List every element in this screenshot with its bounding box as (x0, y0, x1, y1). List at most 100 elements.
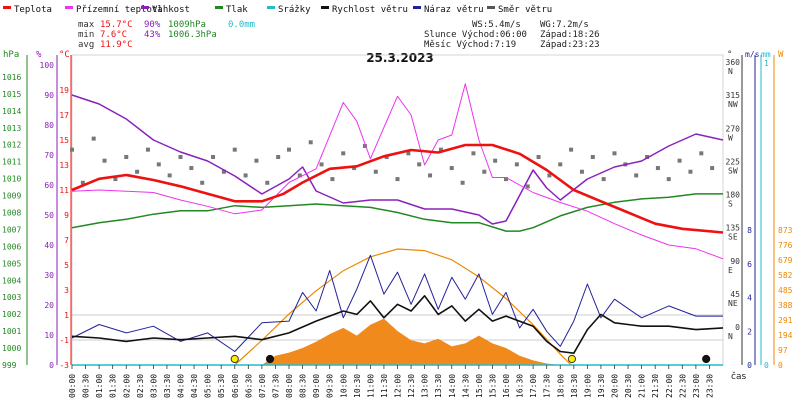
left-axes: hPa% °C9991000100110021003100410051006100… (2, 50, 72, 370)
plot-area (70, 54, 724, 366)
x-tick-label: 17:30 (543, 374, 552, 398)
legend-swatch (215, 6, 223, 9)
x-tick-label: 22:00 (665, 374, 674, 398)
wind-direction-point (91, 136, 96, 141)
pressure-tick-label: 1009 (2, 192, 21, 201)
x-tick-label: 09:30 (326, 374, 335, 398)
solar-tick-label: 194 (778, 331, 793, 340)
legend-swatch (413, 6, 421, 9)
legend-swatch (65, 6, 73, 9)
temperature-tick-label: -3 (59, 361, 69, 370)
temperature-axis-unit: °C (59, 50, 70, 60)
humidity-tick-label: 50 (44, 211, 54, 220)
direction-tick-label: 180 (726, 191, 741, 200)
legend-label: Rychlost větru (332, 5, 408, 15)
temperature-tick-label: 5 (64, 261, 69, 270)
legend-label: Tlak (226, 5, 248, 15)
legend-label: Vlhkost (152, 5, 190, 15)
wind-tick-label: 6 (747, 260, 752, 269)
solar-tick-label: 291 (778, 316, 793, 325)
wind-direction-point (428, 173, 433, 178)
x-tick-label: 22:30 (678, 374, 687, 398)
wind-direction-point (493, 158, 498, 163)
wind-direction-point (189, 166, 194, 171)
x-tick-label: 07:00 (258, 374, 267, 398)
wind-direction-point (80, 180, 85, 185)
wind-direction-point (547, 173, 552, 178)
x-tick-label: 04:00 (177, 374, 186, 398)
wind-direction-point (655, 166, 660, 171)
solar-tick-label: 388 (778, 301, 793, 310)
wind-direction-point (319, 162, 324, 167)
wind-direction-point (232, 147, 237, 152)
legend-swatch (487, 6, 495, 9)
humidity-tick-label: 100 (40, 61, 55, 70)
direction-tick-label: 225 (726, 157, 741, 166)
temperature-tick-label: 1 (64, 311, 69, 320)
pressure-tick-label: 1013 (2, 124, 21, 133)
solar-radiation-area (261, 318, 561, 365)
humidity-tick-label: 70 (44, 151, 54, 160)
wind-tick-label: 2 (747, 327, 752, 336)
wind-axis-unit: m/s (745, 50, 760, 59)
wind-direction-point (504, 177, 508, 182)
wind-direction-point (156, 162, 161, 167)
series-line-vlhkost (71, 94, 724, 225)
x-tick-label: 13:30 (434, 374, 443, 398)
chart-title: 25.3.2023 (366, 51, 434, 65)
wind-direction-point (699, 151, 704, 156)
humidity-tick-label: 30 (44, 271, 54, 280)
x-tick-label: 19:00 (583, 374, 592, 398)
temperature-tick-label: 17 (59, 111, 69, 120)
info-wg: WG:7.2m/s (540, 20, 589, 30)
temperature-tick-label: 3 (64, 286, 69, 295)
direction-compass-label: SW (728, 166, 738, 175)
wind-tick-label: 8 (747, 226, 752, 235)
stat-min-press: 1006.3hPa (168, 30, 217, 40)
solar-tick-label: 679 (778, 256, 793, 265)
direction-tick-label: 0 (735, 323, 740, 332)
info-ws: WS:5.4m/s (472, 20, 521, 30)
pressure-tick-label: 1004 (2, 276, 21, 285)
humidity-tick-label: 40 (44, 241, 54, 250)
stat-avg-label: avg (78, 40, 94, 50)
wind-direction-point (417, 162, 422, 167)
wind-direction-point (449, 166, 454, 171)
wind-direction-point (569, 147, 574, 152)
x-tick-label: 21:30 (651, 374, 660, 398)
direction-axis-unit: ° (727, 50, 732, 60)
wind-direction-point (135, 169, 140, 174)
legend-label: Náraz větru (424, 5, 484, 15)
temperature-tick-label: 9 (64, 211, 69, 220)
pressure-tick-label: 1005 (2, 259, 21, 268)
pressure-tick-label: 1016 (2, 73, 21, 82)
x-tick-label: 00:30 (82, 374, 91, 398)
rain-tick-label: 0 (764, 361, 769, 370)
stat-min-temp: 7.6°C (100, 30, 127, 40)
series-line-p-zemn-teplota (71, 83, 724, 260)
x-tick-label: 12:00 (394, 374, 403, 398)
moonrise-marker (265, 354, 275, 364)
rain-tick-label: 1 (764, 59, 769, 68)
legend-label: Srážky (278, 5, 311, 15)
series-line-rychlost-v-tru (71, 295, 724, 354)
pressure-tick-label: 1015 (2, 90, 21, 99)
x-tick-label: 23:00 (692, 374, 701, 398)
wind-direction-point (178, 155, 183, 160)
wind-direction-point (645, 155, 650, 160)
x-tick-label: 06:30 (244, 374, 253, 398)
wind-direction-point (221, 169, 226, 174)
x-tick-label: 05:00 (204, 374, 213, 398)
solar-tick-label: 873 (778, 226, 793, 235)
wind-direction-point (525, 184, 530, 189)
x-axis-label: čas (731, 371, 746, 382)
x-tick-label: 20:30 (624, 374, 633, 398)
direction-compass-label: NW (728, 100, 738, 109)
wind-direction-point (145, 147, 150, 152)
wind-direction-point (362, 143, 367, 148)
sunset-marker (567, 354, 577, 364)
wind-direction-point (308, 140, 313, 145)
wind-direction-point (634, 173, 639, 178)
x-tick-label: 12:30 (407, 374, 416, 398)
wind-direction-point (579, 169, 584, 174)
